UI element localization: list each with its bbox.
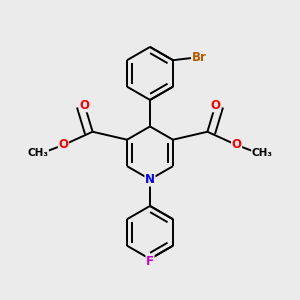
Text: CH₃: CH₃ [252,148,273,158]
Text: O: O [58,139,68,152]
Text: O: O [232,139,242,152]
Text: CH₃: CH₃ [27,148,48,158]
Text: N: N [145,173,155,186]
Text: F: F [146,255,154,268]
Text: Br: Br [192,51,206,64]
Text: O: O [80,99,90,112]
Text: O: O [210,99,220,112]
